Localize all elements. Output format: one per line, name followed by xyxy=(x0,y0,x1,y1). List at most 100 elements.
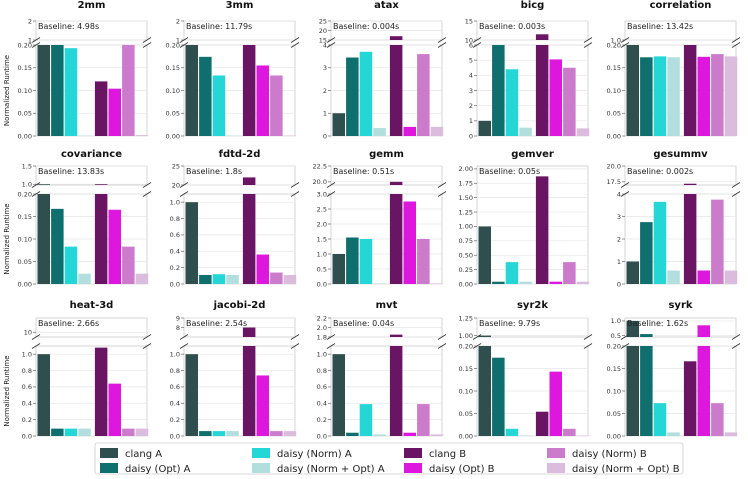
legend-label-7: daisy (Norm + Opt) B xyxy=(572,464,680,475)
panel-jacobi-2d-bottom-bar-6 xyxy=(270,431,283,436)
panel-gemver-single-tick-label: 2.00 xyxy=(459,165,473,173)
panel-correlation-bottom-bar-7 xyxy=(725,56,738,136)
panel-gesummv-bottom-bar-0 xyxy=(627,262,640,285)
panel-atax-bottom-bar-0 xyxy=(333,113,346,136)
panel-gemver-single-bar-1 xyxy=(492,282,505,284)
panel-heat-3d-top-tick-label: 10 xyxy=(24,329,32,337)
panel-correlation-bottom-axes: 0.000.050.100.150.20 xyxy=(607,41,738,140)
panel-fdtd-2d-bottom-axes: 0.00.20.40.60.81.0 xyxy=(170,194,297,288)
panel-fdtd-2d-bottom-bar-1 xyxy=(199,275,212,284)
panel-gemm-bottom-bar-2 xyxy=(360,239,373,284)
panel-syrk-bottom-tick-label: 0.05 xyxy=(607,410,621,418)
panel-heat-3d-bottom-bar-2 xyxy=(65,429,78,436)
panel-jacobi-2d-baseline: Baseline: 2.54s xyxy=(186,319,247,328)
panel-bicg-bottom-tick-label: 1 xyxy=(469,117,473,125)
legend-label-4: clang B xyxy=(429,449,466,460)
panel-atax-bottom-tick-label: 3 xyxy=(323,64,327,72)
panel-2mm-bottom-tick-label: 0.10 xyxy=(18,87,32,95)
panel-bicg-bottom-tick-label: 0 xyxy=(469,132,473,140)
panel-3mm-baseline: Baseline: 11.79s xyxy=(186,22,252,31)
panel-covariance-bottom-axes: 0.000.050.100.150.20 xyxy=(18,190,149,288)
panel-fdtd-2d-bottom-tick-label: 0.0 xyxy=(170,280,180,288)
panel-jacobi-2d-bottom-axes: 0.00.20.40.60.81.0 xyxy=(170,346,297,440)
legend-swatch-3 xyxy=(252,463,270,473)
panel-gemm-bottom-axes: 0.00.51.01.52.02.53.0 xyxy=(317,190,444,288)
panel-correlation-bottom-bar-0 xyxy=(627,45,640,136)
panel-gesummv-top-tick-label: 17.5 xyxy=(607,178,621,186)
panel-3mm-bottom-tick-label: 0.00 xyxy=(166,132,180,140)
panel-gemver-single-bar-4 xyxy=(536,176,549,284)
panel-mvt-bottom-bar-7 xyxy=(431,434,444,436)
panel-fdtd-2d-bottom-bar-4 xyxy=(243,194,256,284)
panel-heat-3d-baseline: Baseline: 2.66s xyxy=(38,319,99,328)
panel-covariance-top-tick-label: 1.5 xyxy=(22,162,32,170)
panel-atax-bottom-bar-6 xyxy=(417,54,430,136)
panel-syr2k-bottom-tick-label: 0.05 xyxy=(459,410,473,418)
panel-atax-top-tick-label: 20 xyxy=(319,27,327,35)
panel-heat-3d-bottom-frame xyxy=(36,346,147,436)
panel-atax-bottom-bar-3 xyxy=(373,128,386,136)
panel-heat-3d-bottom-tick-label: 0.4 xyxy=(22,400,32,408)
panel-gesummv-bottom-tick-label: 4 xyxy=(617,190,621,198)
panel-syrk-bottom-bar-2 xyxy=(654,403,667,436)
panel-syrk-bottom-axes: 0.000.050.100.150.20 xyxy=(607,342,738,440)
panel-gemver-single-tick-label: 1.25 xyxy=(459,208,473,216)
panel-syrk-top-bar-5 xyxy=(698,325,711,337)
panel-correlation-bottom-tick-label: 0.15 xyxy=(607,64,621,72)
panel-bicg-bottom-bar-0 xyxy=(479,121,492,136)
panel-2mm-bottom-bar-7 xyxy=(136,135,149,136)
panel-gemver-single-axes: 0.000.250.500.751.001.251.501.752.00 xyxy=(459,165,590,288)
panel-syrk-bottom-bar-4 xyxy=(684,361,697,436)
panel-3mm-title: 3mm xyxy=(226,0,254,11)
panel-gemver-single-bar-5 xyxy=(550,282,563,284)
panel-bicg-bottom-bar-2 xyxy=(506,69,519,136)
panel-3mm-bottom-axes: 0.000.050.100.150.20 xyxy=(166,41,297,140)
legend-swatch-2 xyxy=(252,448,270,458)
panel-fdtd-2d-top-bar-4 xyxy=(243,177,256,185)
panel-gesummv-bottom-bar-5 xyxy=(698,271,711,285)
panel-gesummv-bottom-tick-label: 2 xyxy=(617,235,621,243)
panel-mvt-bottom-bar-6 xyxy=(417,404,430,436)
panel-3mm-bottom-tick-label: 0.05 xyxy=(166,110,180,118)
panel-correlation-bottom-tick-label: 0.10 xyxy=(607,87,621,95)
panel-gemver-single-tick-label: 1.00 xyxy=(459,223,473,231)
panel-3mm-bottom-tick-label: 0.15 xyxy=(166,64,180,72)
panel-jacobi-2d-bottom-tick-label: 0.4 xyxy=(170,400,180,408)
panel-gemm-bottom-bar-0 xyxy=(333,254,346,284)
panel-mvt-bottom-tick-label: 0.6 xyxy=(317,383,327,391)
panel-covariance-bottom-tick-label: 0.00 xyxy=(18,280,32,288)
panel-heat-3d-bottom-bar-4 xyxy=(95,348,108,436)
panel-atax-bottom-bar-1 xyxy=(346,58,359,136)
legend-label-2: daisy (Norm) A xyxy=(277,449,352,460)
panel-covariance-title: covariance xyxy=(61,149,122,160)
panel-covariance-bottom-bar-0 xyxy=(38,194,51,284)
panel-syr2k-top-bar-0 xyxy=(479,336,492,337)
panel-atax-top-tick-label: 25 xyxy=(319,17,327,25)
panel-3mm-top-tick-label: 2 xyxy=(176,17,180,25)
panel-syr2k-top-tick-label: 1.00 xyxy=(459,332,473,340)
panel-bicg-bottom-bar-5 xyxy=(550,59,563,136)
panel-gemm-bottom-bar-7 xyxy=(431,283,444,284)
panel-syrk-bottom-tick-label: 0.15 xyxy=(607,365,621,373)
legend-swatch-0 xyxy=(100,448,118,458)
panel-gemver-single-tick-label: 0.75 xyxy=(459,237,473,245)
panel-fdtd-2d-title: fdtd-2d xyxy=(219,149,261,160)
panel-fdtd-2d-bottom-bar-0 xyxy=(186,202,199,284)
panel-bicg-bottom-bar-4 xyxy=(536,45,549,136)
panel-gemver-single-bar-2 xyxy=(506,262,519,284)
panel-covariance-bottom-tick-label: 0.05 xyxy=(18,258,32,266)
panel-gemm-baseline: Baseline: 0.51s xyxy=(333,167,394,176)
panel-correlation-bottom-bar-6 xyxy=(711,54,724,136)
panel-jacobi-2d-bottom-bar-0 xyxy=(186,354,199,436)
panel-bicg-bottom-tick-label: 2 xyxy=(469,102,473,110)
panel-heat-3d-bottom-bar-5 xyxy=(109,384,122,436)
panel-bicg-bottom-tick-label: 6 xyxy=(469,41,473,49)
panel-syr2k-bottom-tick-label: 0.20 xyxy=(459,342,473,350)
panel-syrk-top-bar-1 xyxy=(640,334,653,337)
panel-2mm-title: 2mm xyxy=(78,0,106,11)
panel-bicg-bottom-tick-label: 4 xyxy=(469,72,473,80)
panel-mvt-bottom-bar-1 xyxy=(346,433,359,436)
panel-syrk-top-tick-label: 0.5 xyxy=(611,332,621,340)
